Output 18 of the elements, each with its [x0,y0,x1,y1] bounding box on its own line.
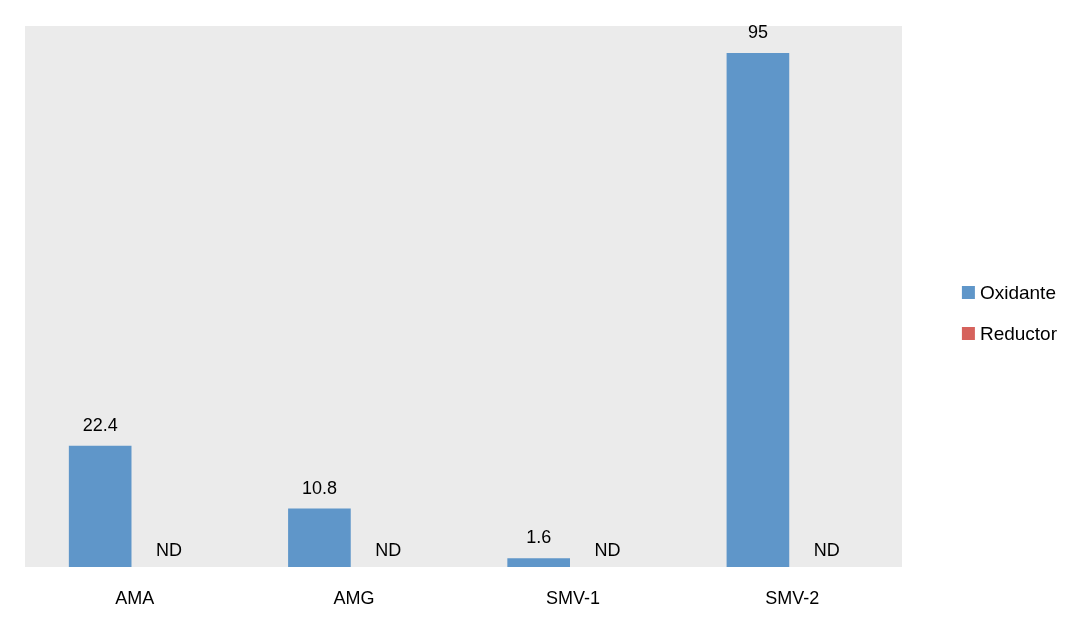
x-tick-label: SMV-1 [546,588,601,608]
text: ND [813,540,840,560]
data-label: 95 [747,22,768,43]
data-label: 10.8 [301,477,337,498]
bar [507,558,570,567]
bar [68,445,132,567]
text: ND [594,540,621,560]
legend-label: Reductor [979,323,1058,344]
text: ND [156,540,183,560]
data-label: 1.6 [526,527,552,548]
bar [726,53,790,567]
x-tick-label: SMV-2 [765,588,820,608]
legend-label: Oxidante [979,282,1056,303]
bar [288,508,351,567]
text: ND [375,540,402,560]
x-tick-label: AMA [115,588,155,608]
data-label: 22.4 [82,414,118,435]
x-tick-label: AMG [333,588,375,608]
